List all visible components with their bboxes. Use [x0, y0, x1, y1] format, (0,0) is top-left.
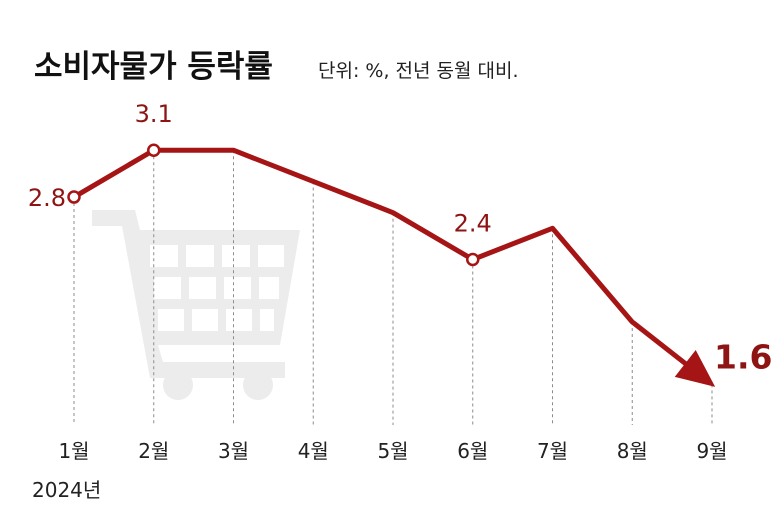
chart-title: 소비자물가 등락률 — [34, 49, 273, 85]
data-point-6 — [466, 252, 480, 267]
data-label-9: 1.6 — [714, 337, 772, 376]
x-tick-label: 8월 — [617, 439, 648, 463]
x-tick-label: 5월 — [377, 439, 408, 463]
x-tick-label: 6월 — [457, 439, 488, 463]
gridlines — [73, 150, 713, 425]
data-point-1 — [67, 190, 81, 204]
data-label-6: 2.4 — [454, 210, 492, 238]
x-tick-label: 4월 — [298, 439, 329, 463]
x-tick-label: 9월 — [696, 439, 727, 463]
unit-note: 단위: %, 전년 동월 대비. — [318, 60, 519, 82]
x-tick-label: 7월 — [537, 439, 568, 463]
data-label-2: 3.1 — [135, 100, 173, 128]
data-label-1: 2.8 — [28, 184, 66, 212]
x-tick-label: 3월 — [218, 439, 249, 463]
points-layer — [67, 143, 480, 267]
line-layer — [71, 147, 716, 387]
x-tick-label: 2월 — [138, 439, 169, 463]
arrowhead — [674, 350, 716, 387]
data-point-2 — [147, 143, 161, 157]
series-line — [71, 147, 688, 366]
ticks-layer: 1월 2월 3월 4월 5월 6월 7월 8월 9월 — [58, 439, 727, 463]
shopping-cart-icon — [92, 210, 300, 400]
year-label: 2024년 — [32, 478, 101, 502]
labels-layer: 2.8 3.1 2.4 1.6 — [28, 100, 773, 376]
x-tick-label: 1월 — [58, 439, 89, 463]
